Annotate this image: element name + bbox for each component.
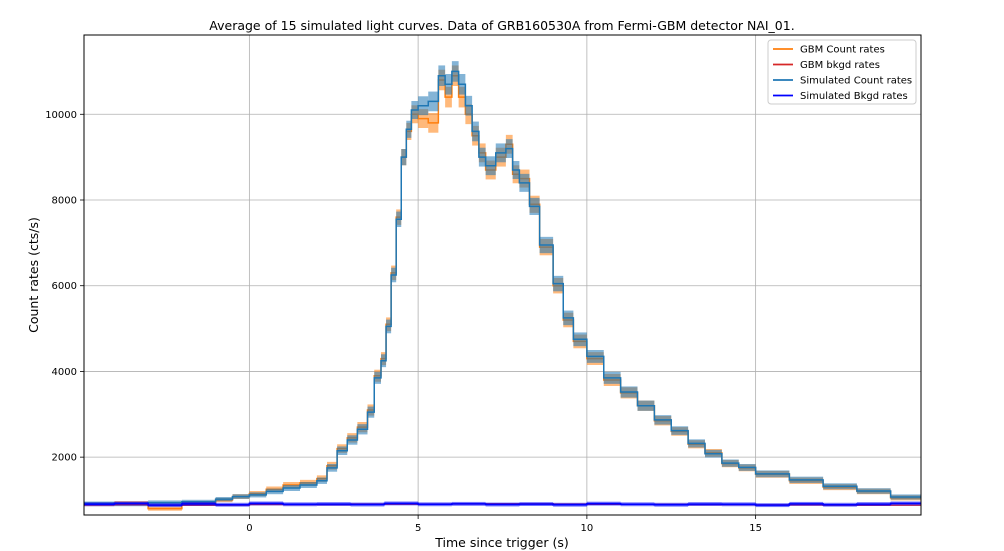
legend-label: GBM bkgd rates bbox=[800, 60, 880, 71]
legend: GBM Count rates GBM bkgd rates Simulated C… bbox=[767, 39, 917, 105]
x-axis-label: Time since trigger (s) bbox=[434, 535, 568, 550]
series-layer bbox=[84, 61, 921, 511]
x-tick-label: 15 bbox=[749, 523, 762, 534]
series-line-sim-counts bbox=[84, 70, 921, 506]
y-tick-label: 2000 bbox=[52, 453, 77, 464]
chart-title: Average of 15 simulated light curves. Da… bbox=[209, 18, 794, 33]
y-tick-label: 4000 bbox=[52, 367, 77, 378]
legend-label: GBM Count rates bbox=[800, 45, 885, 56]
x-tick-label: 5 bbox=[415, 523, 421, 534]
plot-frame bbox=[83, 34, 922, 516]
legend-label: Simulated Count rates bbox=[800, 76, 912, 87]
x-tick-label: 0 bbox=[246, 523, 252, 534]
y-tick-label: 10000 bbox=[45, 110, 77, 121]
series-sim-bkgd bbox=[84, 501, 921, 508]
y-tick-label: 8000 bbox=[52, 196, 77, 207]
axis-ticks: 0 5 10 15 2000 4000 6000 8000 10000 bbox=[45, 110, 762, 534]
y-axis-label: Count rates (cts/s) bbox=[26, 217, 41, 333]
series-line-sim-bkgd bbox=[84, 502, 921, 506]
legend-frame bbox=[767, 39, 917, 105]
x-tick-label: 10 bbox=[581, 523, 594, 534]
y-tick-label: 6000 bbox=[52, 281, 77, 292]
grid-lines bbox=[84, 35, 921, 515]
legend-label: Simulated Bkgd rates bbox=[800, 91, 908, 102]
